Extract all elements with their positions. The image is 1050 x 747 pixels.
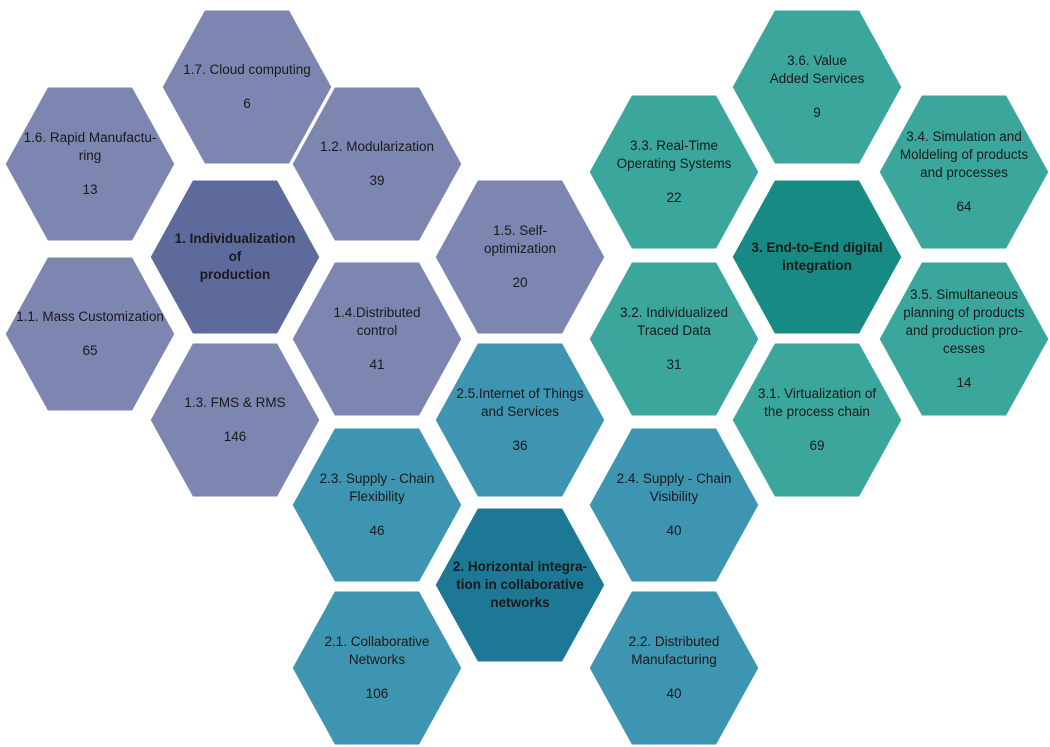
hexagon-h34 (876, 92, 1050, 252)
hexagon-h13 (147, 340, 323, 500)
hexagon-h31 (729, 340, 905, 500)
hexagon-h16 (2, 84, 178, 244)
hexagon-h24 (586, 425, 762, 585)
hexagon-h32 (586, 259, 762, 419)
hexagon-h21 (289, 588, 465, 747)
hexagon-h36 (729, 7, 905, 167)
hexagon-h2 (432, 505, 608, 665)
hexagon-h25 (432, 340, 608, 500)
hexagon-h23 (289, 425, 465, 585)
hexagon-h15 (432, 177, 608, 337)
hexagon-h11 (2, 254, 178, 414)
hexagon-h22 (586, 588, 762, 747)
hexagon-h14 (289, 259, 465, 419)
hexagon-h35 (876, 259, 1050, 419)
hexagon-h3 (729, 177, 905, 337)
hexagon-h1 (147, 177, 323, 337)
hexagon-h12 (289, 84, 465, 244)
hexagon-h33 (586, 92, 762, 252)
